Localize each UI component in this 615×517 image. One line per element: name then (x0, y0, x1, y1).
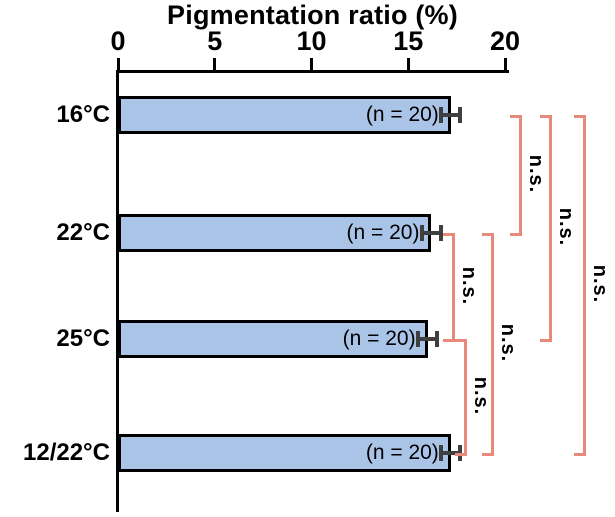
comparison-bracket-line (491, 233, 494, 456)
error-bar-cap (458, 107, 463, 123)
comparison-bracket-tick (540, 115, 549, 118)
bar (118, 214, 432, 252)
category-label: 22°C (56, 219, 110, 246)
bar-count-label: (n = 20) (365, 103, 439, 126)
x-axis-tick-label: 10 (296, 26, 327, 56)
x-axis-tick-label: 20 (489, 26, 521, 56)
comparison-label: n.s. (589, 264, 611, 304)
x-axis-tick (503, 58, 507, 70)
error-bar-cap (439, 107, 444, 123)
x-axis-tick (213, 58, 217, 70)
comparison-bracket-tick (574, 453, 583, 456)
comparison-label: n.s. (525, 154, 547, 194)
comparison-bracket-line (549, 115, 552, 342)
bar-count-label: (n = 20) (365, 441, 439, 464)
comparison-bracket-tick (540, 339, 549, 342)
comparison-bracket-tick (574, 115, 583, 118)
error-bar-line (441, 451, 461, 455)
x-axis-tick-label: 0 (110, 26, 126, 56)
comparison-bracket-tick (455, 339, 464, 342)
chart-title: Pigmentation ratio (%) (167, 0, 458, 30)
comparison-bracket-tick (443, 233, 452, 236)
error-bar-cap (419, 225, 424, 241)
x-axis-tick-label: 5 (207, 26, 223, 56)
comparison-bracket-tick (482, 233, 491, 236)
x-axis-tick (406, 58, 410, 70)
comparison-bracket-line (452, 233, 455, 342)
bar-count-label: (n = 20) (342, 327, 416, 350)
error-bar-cap (439, 445, 444, 461)
comparison-bracket-tick (443, 339, 452, 342)
comparison-bracket-tick (455, 453, 464, 456)
comparison-bracket-tick (510, 115, 519, 118)
x-axis-tick (310, 58, 313, 70)
error-bar-line (441, 113, 461, 117)
bar (118, 96, 451, 134)
error-bar-cap (439, 225, 444, 241)
x-axis-tick-label: 15 (393, 26, 424, 56)
comparison-bracket-tick (482, 453, 491, 456)
bar (118, 434, 451, 472)
comparison-label: n.s. (470, 376, 492, 416)
error-bar-cap (435, 331, 440, 347)
error-bar-line (421, 231, 442, 235)
x-axis-tick (116, 58, 120, 70)
error-bar-line (417, 337, 438, 341)
comparison-bracket-line (583, 115, 586, 456)
bar-count-label: (n = 20) (346, 221, 420, 244)
comparison-bracket-line (519, 115, 522, 236)
category-label: 25°C (56, 325, 110, 352)
category-label: 12/22°C (23, 439, 110, 466)
comparison-label: n.s. (497, 323, 519, 363)
y-axis-line (116, 70, 119, 512)
error-bar-cap (415, 331, 420, 347)
comparison-bracket-line (464, 339, 467, 456)
comparison-bracket-tick (510, 233, 519, 236)
category-label: 16°C (56, 101, 110, 128)
x-axis-line (116, 70, 509, 73)
comparison-label: n.s. (555, 207, 577, 247)
comparison-label: n.s. (458, 266, 480, 306)
